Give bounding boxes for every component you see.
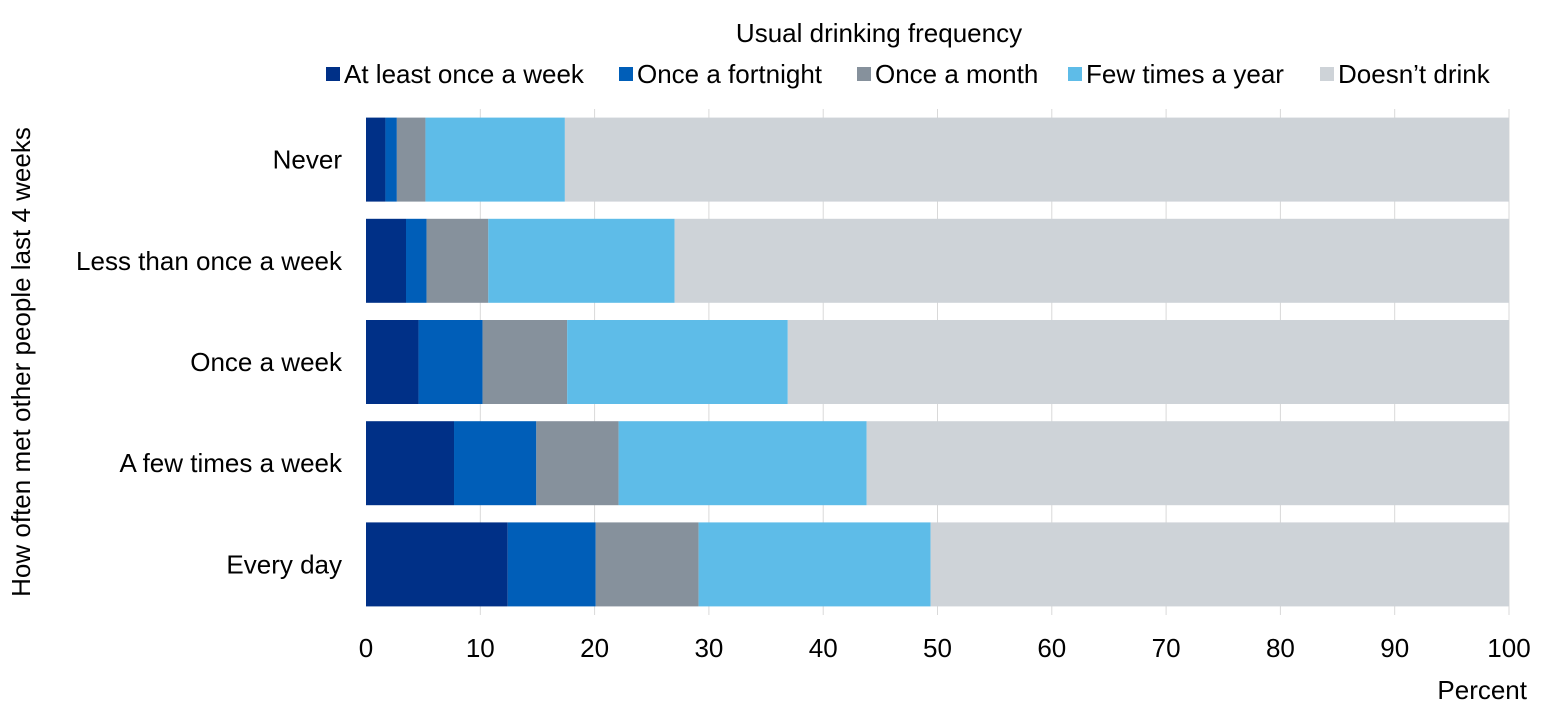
bar-segment-4-1 [366,421,455,506]
legend-swatch [326,67,340,81]
bar-segment-5-3 [595,522,699,607]
bar-segment-2-1 [366,218,407,303]
legend: Usual drinking frequency At least once a… [326,18,1491,89]
category-label: A few times a week [119,448,343,478]
legend-swatch [1068,67,1082,81]
bar-segment-1-5 [564,117,1509,202]
bar-segment-3-5 [787,320,1509,404]
x-tick-label: 60 [1037,633,1066,663]
bars [366,117,1509,607]
bar-segment-4-4 [618,421,867,506]
legend-label: At least once a week [344,59,585,89]
x-tick-label: 90 [1380,633,1409,663]
category-labels: Never Less than once a week Once a week A f… [76,145,343,580]
bar-segment-2-4 [488,218,675,303]
bar-segment-2-2 [406,218,427,303]
legend-swatch [1320,67,1334,81]
bar-segment-3-3 [482,320,568,404]
x-tick-labels: 0 10 20 30 40 50 60 70 80 90 100 [359,633,1531,663]
x-tick-label: 0 [359,633,373,663]
bar-segment-1-1 [366,117,386,202]
bar-segment-3-1 [366,320,419,404]
bar-segment-3-2 [418,320,483,404]
x-tick-label: 30 [694,633,723,663]
x-tick-label: 40 [809,633,838,663]
bar-segment-3-4 [567,320,788,404]
bar-segment-1-2 [385,117,397,202]
x-axis-title: Percent [1437,675,1527,705]
bar-segment-2-3 [426,218,489,303]
bar-segment-5-2 [507,522,596,607]
y-axis-title: How often met other people last 4 weeks [6,127,36,597]
legend-label: Once a fortnight [637,59,823,89]
x-tick-label: 80 [1266,633,1295,663]
x-tick-label: 20 [580,633,609,663]
legend-label: Doesn’t drink [1338,59,1491,89]
category-label: Less than once a week [76,246,343,276]
x-tick-label: 70 [1152,633,1181,663]
category-label: Every day [226,549,342,579]
bar-segment-2-5 [674,218,1509,303]
x-tick-label: 50 [923,633,952,663]
legend-swatch [857,67,871,81]
legend-label: Few times a year [1086,59,1284,89]
bar-segment-1-3 [396,117,426,202]
bar-segment-5-4 [698,522,931,607]
bar-segment-4-5 [866,421,1509,506]
legend-label: Once a month [875,59,1038,89]
category-label: Never [273,145,343,175]
x-tick-label: 100 [1487,633,1530,663]
legend-swatch [619,67,633,81]
bar-segment-5-5 [930,522,1509,607]
bar-segment-1-4 [425,117,565,202]
bar-segment-4-3 [536,421,619,506]
bar-segment-4-2 [454,421,537,506]
category-label: Once a week [190,347,343,377]
bar-segment-5-1 [366,522,508,607]
x-tick-label: 10 [466,633,495,663]
legend-title: Usual drinking frequency [736,18,1022,48]
